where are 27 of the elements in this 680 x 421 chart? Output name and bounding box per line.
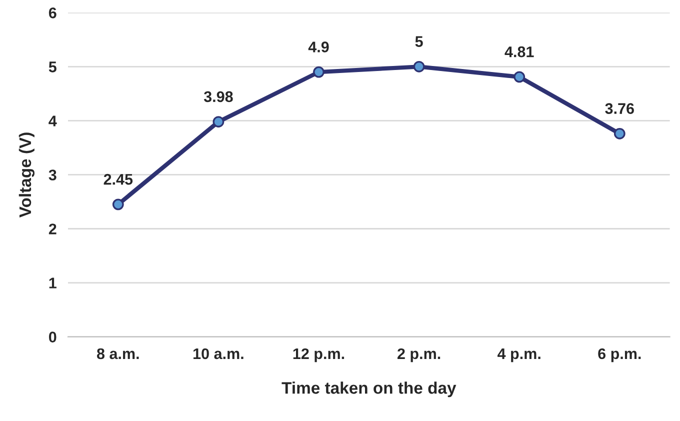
data-label: 2.45 (104, 174, 133, 185)
point (212, 116, 224, 128)
data-label: 3.76 (605, 103, 634, 114)
y-axis-title: Voltage (V) (18, 132, 35, 218)
x-tick-label: 10 a.m. (194, 348, 244, 360)
point (112, 198, 124, 210)
data-label: 4.81 (504, 46, 534, 58)
point (413, 60, 425, 72)
point (514, 71, 526, 83)
y-tick-label: 1 (49, 278, 56, 288)
data-label: 3.98 (204, 91, 233, 102)
y-tick-label: 4 (48, 116, 57, 126)
point (313, 66, 324, 78)
point (614, 128, 626, 140)
x-tick-label: 8 a.m. (96, 348, 139, 360)
x-axis-title: Time taken on the day (282, 382, 456, 398)
y-tick-label: 3 (48, 170, 56, 180)
data-label: 5 (415, 36, 423, 47)
x-tick-label: 4 p.m. (498, 348, 540, 362)
x-tick-label: 6 p.m. (598, 348, 641, 362)
data-label: 4.9 (308, 42, 329, 52)
x-tick-label: 12 p.m. (293, 348, 344, 362)
x-tick-label: 2 p.m. (398, 348, 440, 362)
y-tick-label: 5 (48, 62, 56, 72)
y-tick-label: 0 (48, 332, 56, 342)
y-tick-label: 6 (48, 8, 56, 18)
y-tick-label: 2 (48, 224, 56, 234)
